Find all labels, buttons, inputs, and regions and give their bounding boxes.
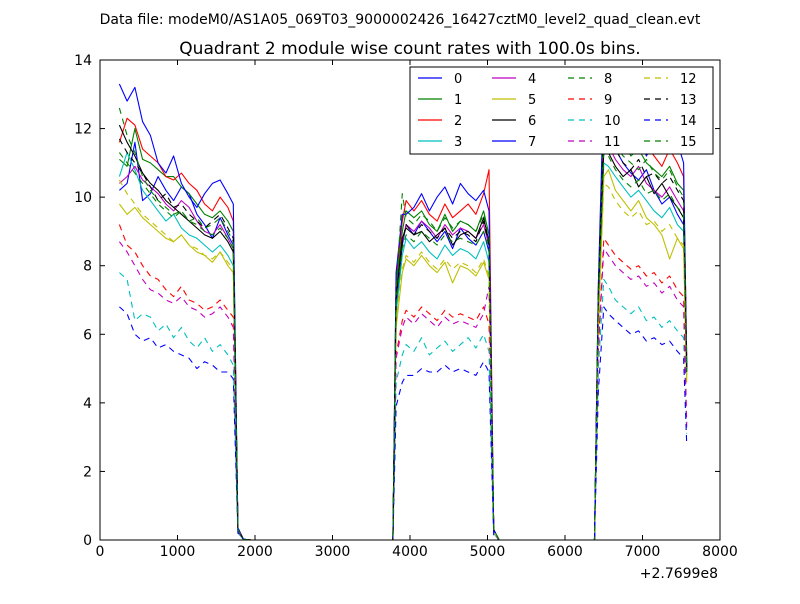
x-tick-label: 8000 (702, 544, 738, 560)
series-line-10 (119, 272, 688, 541)
x-tick-label: 7000 (625, 544, 661, 560)
x-tick-label: 4000 (392, 544, 428, 560)
legend-label-2: 2 (454, 114, 462, 129)
chart-title: Quadrant 2 module wise count rates with … (179, 39, 640, 59)
legend-label-11: 11 (604, 135, 621, 150)
x-tick-label: 3000 (315, 544, 351, 560)
series-line-15 (118, 152, 688, 541)
legend-label-1: 1 (454, 93, 462, 108)
legend-label-12: 12 (680, 72, 697, 87)
suptitle: Data file: modeM0/AS1A05_069T03_90000024… (100, 12, 701, 28)
legend-label-7: 7 (528, 135, 536, 150)
y-tick-label: 14 (74, 53, 92, 69)
legend-label-15: 15 (680, 135, 697, 150)
legend-label-14: 14 (680, 114, 697, 129)
x-tick-label: 1000 (160, 544, 196, 560)
y-tick-label: 0 (83, 533, 92, 549)
legend-label-10: 10 (604, 114, 621, 129)
y-tick-label: 12 (74, 122, 92, 138)
legend-label-9: 9 (604, 93, 612, 108)
series-line-11 (118, 241, 688, 541)
series-line-3 (118, 152, 688, 541)
x-tick-label: 0 (96, 544, 105, 560)
y-tick-label: 6 (83, 327, 92, 343)
y-tick-label: 4 (83, 396, 92, 412)
legend-label-6: 6 (528, 114, 536, 129)
legend-label-8: 8 (604, 72, 612, 87)
legend-label-4: 4 (528, 72, 536, 87)
y-tick-label: 8 (83, 259, 92, 275)
series-line-12 (118, 179, 688, 541)
y-tick-label: 10 (74, 190, 92, 206)
x-offset-label: +2.7699e8 (640, 566, 718, 582)
legend-label-13: 13 (680, 93, 697, 108)
x-tick-label: 2000 (237, 544, 273, 560)
series-line-14 (119, 306, 688, 541)
series-line-8 (118, 107, 688, 541)
series-line-5 (118, 169, 688, 541)
legend-label-3: 3 (454, 135, 462, 150)
legend-label-5: 5 (528, 93, 536, 108)
x-tick-label: 5000 (470, 544, 506, 560)
series-line-9 (118, 224, 688, 541)
series-line-13 (118, 128, 688, 541)
axis-ticks: 0 1000 2000 3000 4000 5000 6000 7000 80000246810… (74, 53, 738, 560)
series-lines (118, 83, 688, 541)
y-tick-label: 2 (83, 464, 92, 480)
series-line-4 (119, 141, 688, 541)
series-line-6 (118, 124, 688, 541)
legend-label-0: 0 (454, 72, 462, 87)
x-tick-label: 6000 (547, 544, 583, 560)
legend-box (409, 66, 714, 155)
